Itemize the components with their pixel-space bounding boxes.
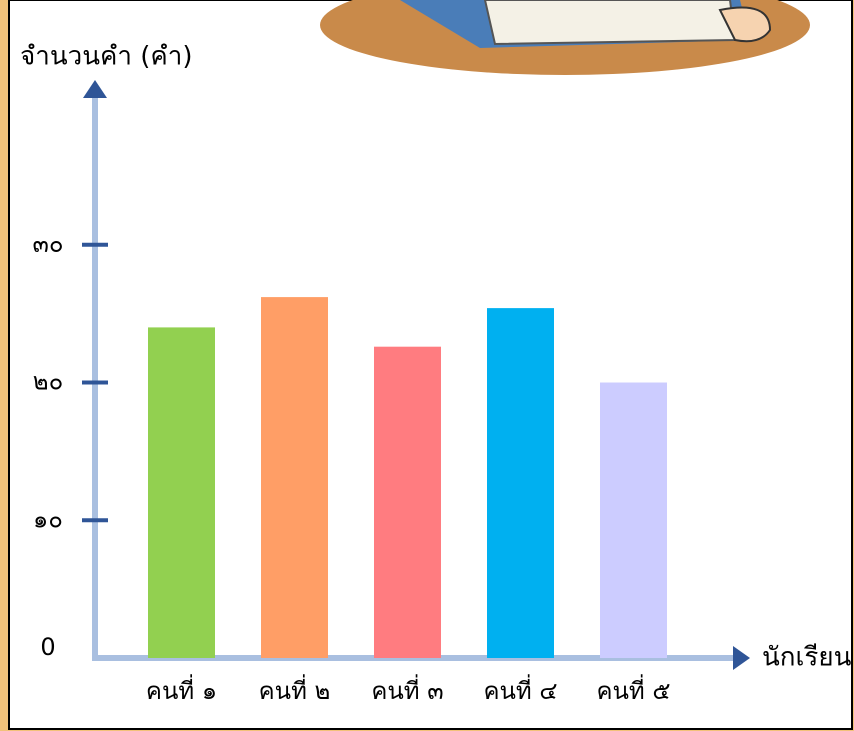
x-tick-label: คนที่ ๔ [483, 674, 557, 705]
bar [487, 308, 554, 658]
bar [261, 297, 328, 658]
x-axis-label: นักเรียน [762, 643, 852, 673]
y-tick-label: ๒๐ [33, 368, 63, 396]
x-tick-label: คนที่ ๑ [146, 674, 217, 705]
bar [148, 327, 215, 658]
bar [374, 346, 441, 658]
x-tick-label: คนที่ ๓ [371, 674, 443, 705]
y-tick-label: ๑๐ [33, 505, 63, 533]
bar [600, 382, 667, 658]
y-axis-label: จำนวนคำ (คำ) [20, 42, 193, 72]
y-tick-label: ๓๐ [32, 230, 63, 258]
y-axis-arrow [83, 80, 107, 98]
x-tick-label: คนที่ ๕ [596, 674, 670, 705]
x-axis-arrow [733, 646, 750, 670]
book-illustration [320, 0, 810, 75]
x-tick-label: คนที่ ๒ [259, 674, 331, 705]
y-tick-label: 0 [40, 633, 55, 661]
